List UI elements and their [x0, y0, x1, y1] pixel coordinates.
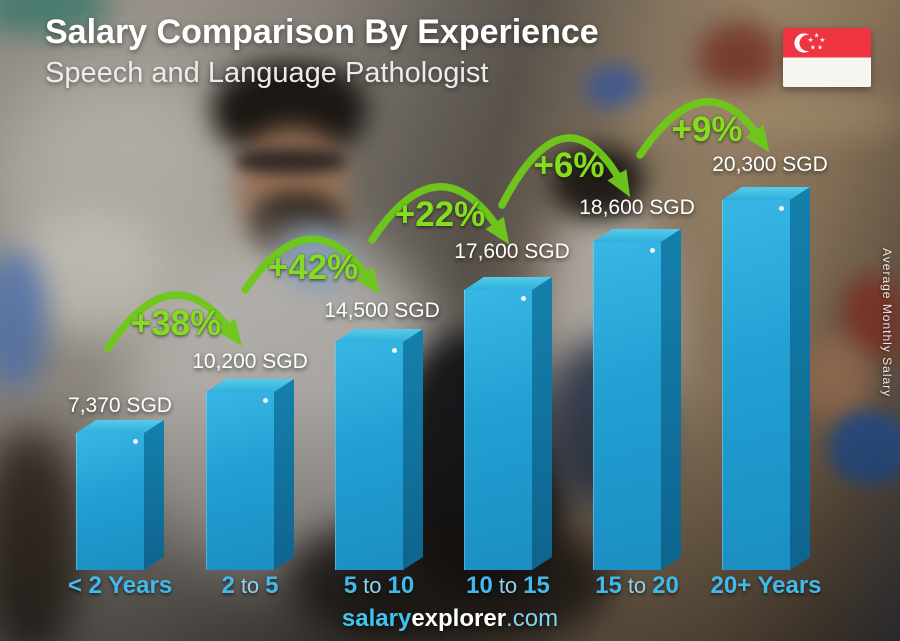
bar-top-face — [722, 187, 810, 200]
svg-text:★: ★ — [810, 43, 816, 51]
x-axis-label-5-to-10: 5 to 10 — [343, 572, 415, 599]
bar-front-face — [593, 242, 661, 570]
value-label-5: 18,600 SGD — [579, 196, 695, 219]
bar-front-face — [335, 342, 403, 570]
singapore-flag-icon: ★ ★ ★ ★ ★ — [783, 28, 871, 87]
bar-highlight — [392, 348, 397, 353]
pct-change-label-1: +38% — [130, 304, 222, 343]
header: Salary Comparison By Experience Speech a… — [45, 12, 599, 91]
bar-side-face — [403, 329, 423, 570]
bar-highlight — [263, 398, 268, 403]
value-label-6: 20,300 SGD — [712, 153, 828, 176]
x-axis-label-15-to-20: 15 to 20 — [595, 572, 679, 599]
value-label-1: 7,370 SGD — [68, 394, 172, 417]
bar-10-to-15 — [464, 277, 552, 570]
bar-side-face — [274, 379, 294, 570]
bar-15-to-20 — [593, 229, 681, 570]
value-label-2: 10,200 SGD — [192, 350, 308, 373]
pct-change-label-2: +42% — [267, 248, 359, 287]
bar-top-face — [593, 229, 681, 242]
bar-top-face — [206, 379, 294, 392]
bar-20-plus-years — [722, 187, 810, 570]
bar-2-to-5 — [206, 379, 294, 570]
bar-side-face — [790, 187, 810, 570]
x-axis-label-text: 15 — [595, 572, 622, 599]
x-axis-label-20-plus-years: 20+ Years — [710, 572, 821, 600]
bar-lt-2-years — [76, 420, 164, 570]
svg-text:★: ★ — [814, 32, 820, 40]
y-axis-title: Average Monthly Salary — [880, 248, 894, 398]
bar-5-to-10 — [335, 329, 423, 570]
brand-tld: .com — [506, 605, 559, 632]
pct-change-label-4: +6% — [533, 146, 605, 185]
x-axis-label-2-to-5: 2 to 5 — [221, 572, 279, 599]
bar-front-face — [206, 392, 274, 570]
bar-highlight — [650, 248, 655, 253]
x-axis-label-text: 10 — [466, 572, 493, 599]
bar-front-face — [722, 200, 790, 570]
bar-top-face — [335, 329, 423, 342]
x-axis-label-10-to-15: 10 to 15 — [466, 572, 550, 599]
bar-top-face — [464, 277, 552, 290]
bar-side-face — [532, 277, 552, 570]
svg-text:★: ★ — [819, 36, 825, 44]
brand-explorer: explorer — [411, 605, 507, 632]
value-label-4: 17,600 SGD — [454, 240, 570, 263]
x-axis-label-lt-2-years: < 2 Years — [68, 572, 172, 600]
x-axis-label-text: 2 — [221, 572, 235, 599]
bar-top-face — [76, 420, 164, 433]
x-axis-label-text: < 2 Years — [67, 572, 173, 599]
value-label-3: 14,500 SGD — [324, 299, 440, 322]
bar-front-face — [76, 433, 144, 570]
footer-brand: salaryexplorer.com — [0, 605, 900, 633]
x-axis-label-text: 20+ Years — [710, 572, 822, 599]
pct-change-label-3: +22% — [394, 195, 486, 234]
bar-side-face — [144, 420, 164, 570]
page-title: Salary Comparison By Experience — [45, 13, 599, 51]
svg-text:★: ★ — [808, 36, 814, 44]
bar-side-face — [661, 229, 681, 570]
page-subtitle: Speech and Language Pathologist — [45, 56, 489, 89]
bar-front-face — [464, 290, 532, 570]
bar-highlight — [521, 296, 526, 301]
x-axis-label-text: 5 — [343, 572, 358, 599]
brand-salary: salary — [341, 605, 412, 632]
pct-change-label-5: +9% — [671, 110, 743, 149]
bar-highlight — [133, 439, 138, 444]
svg-text:★: ★ — [817, 43, 823, 51]
bar-highlight — [779, 206, 784, 211]
